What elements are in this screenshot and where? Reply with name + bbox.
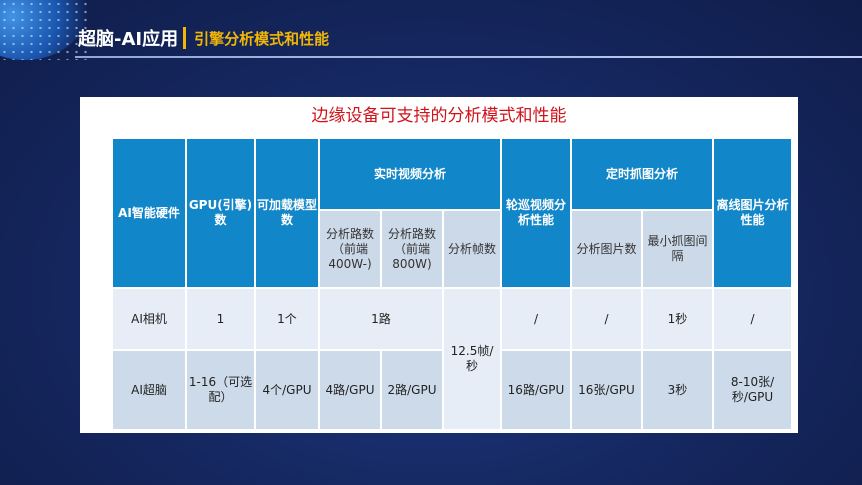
header-patrol: 轮巡视频分析性能 xyxy=(502,139,570,287)
cell-models: 4个/GPU xyxy=(262,382,312,397)
cell-patrol: 16路/GPU xyxy=(507,382,565,397)
cell-interval: 3秒 xyxy=(667,382,688,397)
performance-table: AI智能硬件 GPU(引擎)数 可加载模型数 实时视频分析 轮巡视频分析性能 定… xyxy=(111,137,793,431)
cell-gpu: 1 xyxy=(216,311,225,326)
cell-frame-rate: 12.5帧/秒 xyxy=(444,289,500,429)
cell-pics: 16张/GPU xyxy=(578,382,635,397)
slide-header: 超脑-AI应用 引擎分析模式和性能 xyxy=(78,26,329,50)
header-rule xyxy=(75,56,862,58)
slide-title: 超脑-AI应用 xyxy=(78,29,179,50)
cell-interval: 1秒 xyxy=(667,311,688,326)
slide-subtitle: 引擎分析模式和性能 xyxy=(194,29,330,48)
table-row: AI相机 1 1个 1路 12.5帧/秒 / / 1秒 / xyxy=(113,289,791,429)
cell-pics: / xyxy=(604,311,609,326)
header-hardware: AI智能硬件 xyxy=(113,139,185,287)
cell-800w: 2路/GPU xyxy=(387,382,437,397)
cell-offline: 8-10张/秒/GPU xyxy=(730,375,775,404)
subheader-pics: 分析图片数 xyxy=(572,211,641,287)
header-snapshot: 定时抓图分析 xyxy=(572,139,712,209)
cell-gpu: 1-16（可选配） xyxy=(188,375,253,404)
subheader-frames: 分析帧数 xyxy=(444,211,500,287)
table-title: 边缘设备可支持的分析模式和性能 xyxy=(311,106,567,126)
header-realtime: 实时视频分析 xyxy=(320,139,500,209)
cell-offline: / xyxy=(750,311,755,326)
cell-400w: 4路/GPU xyxy=(325,382,375,397)
cell-hardware: AI相机 xyxy=(131,311,167,326)
subheader-interval: 最小抓图间隔 xyxy=(643,211,712,287)
subheader-800w: 分析路数（前端800W) xyxy=(382,211,442,287)
header-gpu: GPU(引擎)数 xyxy=(187,139,254,287)
title-divider xyxy=(183,27,187,49)
cell-patrol: / xyxy=(533,311,539,326)
cell-realtime: 1路 xyxy=(371,311,391,326)
cell-models: 1个 xyxy=(277,311,297,326)
cell-hardware: AI超脑 xyxy=(131,382,167,397)
header-models: 可加载模型数 xyxy=(256,139,318,287)
header-offline: 离线图片分析性能 xyxy=(714,139,791,287)
network-dots-decoration xyxy=(0,0,90,60)
subheader-400w: 分析路数（前端400W-) xyxy=(320,211,380,287)
